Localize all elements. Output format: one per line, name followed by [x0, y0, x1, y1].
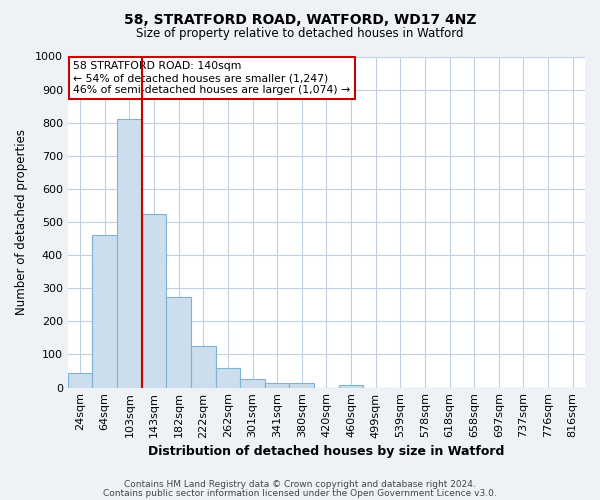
Bar	[142, 214, 166, 388]
Bar	[117, 120, 142, 388]
Text: Contains public sector information licensed under the Open Government Licence v3: Contains public sector information licen…	[103, 488, 497, 498]
Bar	[191, 346, 215, 388]
Bar	[289, 384, 314, 388]
Text: 58, STRATFORD ROAD, WATFORD, WD17 4NZ: 58, STRATFORD ROAD, WATFORD, WD17 4NZ	[124, 12, 476, 26]
Bar	[68, 372, 92, 388]
X-axis label: Distribution of detached houses by size in Watford: Distribution of detached houses by size …	[148, 444, 505, 458]
Text: Contains HM Land Registry data © Crown copyright and database right 2024.: Contains HM Land Registry data © Crown c…	[124, 480, 476, 489]
Bar	[339, 385, 364, 388]
Bar	[215, 368, 240, 388]
Text: 58 STRATFORD ROAD: 140sqm
← 54% of detached houses are smaller (1,247)
46% of se: 58 STRATFORD ROAD: 140sqm ← 54% of detac…	[73, 62, 350, 94]
Text: Size of property relative to detached houses in Watford: Size of property relative to detached ho…	[136, 28, 464, 40]
Bar	[240, 380, 265, 388]
Bar	[166, 296, 191, 388]
Y-axis label: Number of detached properties: Number of detached properties	[15, 129, 28, 315]
Bar	[92, 236, 117, 388]
Bar	[265, 384, 289, 388]
